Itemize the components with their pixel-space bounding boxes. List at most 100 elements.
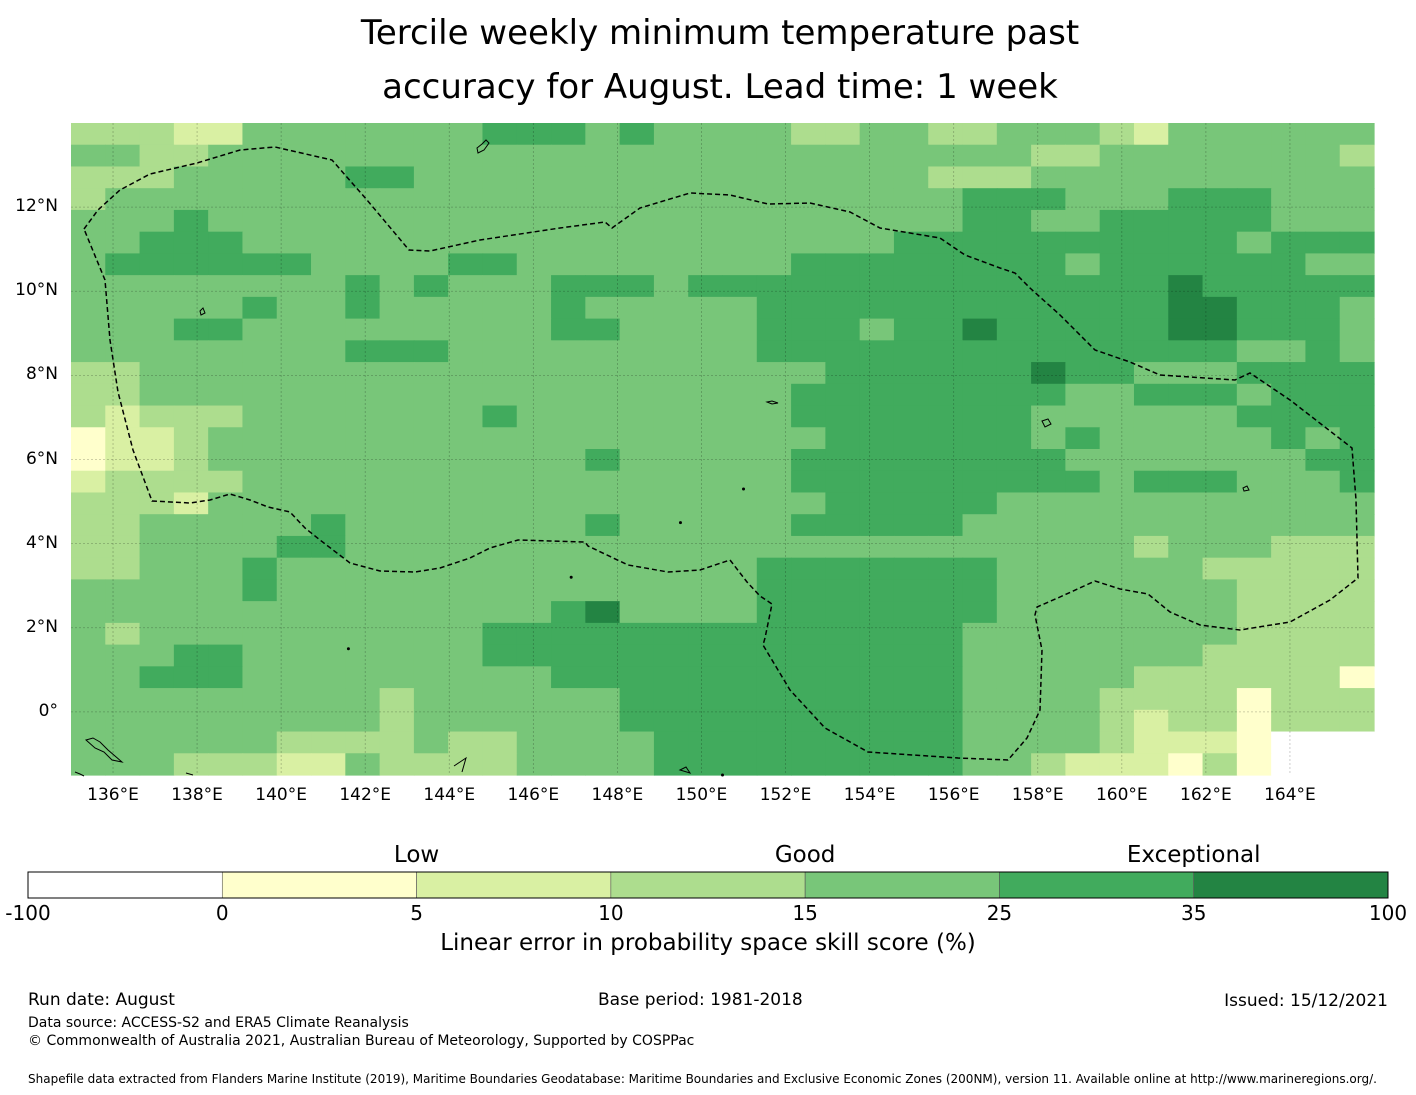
grid-cell	[71, 123, 106, 146]
grid-cell	[71, 514, 106, 537]
grid-cell	[482, 231, 518, 254]
grid-cell	[413, 535, 449, 559]
grid-cell	[1305, 666, 1341, 689]
grid-cell	[208, 296, 244, 320]
grid-cell	[1133, 579, 1169, 602]
grid-cell	[208, 709, 244, 733]
grid-cell	[688, 144, 724, 168]
grid-cell	[825, 449, 861, 472]
grid-cell	[893, 709, 929, 733]
grid-cell	[893, 557, 929, 580]
grid-cell	[276, 144, 312, 168]
grid-cell	[551, 470, 586, 494]
grid-cell	[139, 688, 175, 711]
colorbar-tick-label: 15	[792, 901, 818, 925]
grid-cell	[139, 340, 175, 363]
grid-cell	[1339, 231, 1375, 254]
grid-cell	[448, 383, 484, 407]
grid-cell	[1168, 362, 1204, 385]
grid-cell	[859, 296, 895, 320]
grid-cell	[653, 340, 689, 363]
grid-cell	[242, 535, 278, 559]
grid-cell	[105, 492, 141, 515]
grid-cell	[1133, 514, 1169, 537]
grid-cell	[379, 688, 415, 711]
grid-cell	[825, 557, 861, 580]
y-tick-label: 12°N	[15, 196, 58, 217]
grid-cell	[1305, 470, 1341, 494]
grid-cell	[1236, 731, 1272, 754]
y-tick-label: 6°N	[25, 448, 58, 469]
grid-cell	[345, 296, 381, 320]
grid-cell	[825, 275, 861, 298]
grid-cell	[1236, 753, 1272, 776]
grid-cell	[173, 731, 209, 754]
grid-cell	[962, 340, 998, 363]
grid-cell	[585, 231, 621, 254]
grid-cell	[722, 318, 758, 341]
grid-cell	[448, 296, 484, 320]
grid-cell	[756, 601, 792, 624]
y-tick-label: 0°	[38, 700, 58, 721]
grid-cell	[276, 731, 312, 754]
grid-cell	[1236, 188, 1272, 211]
grid-cell	[1305, 405, 1341, 428]
grid-cell	[311, 709, 346, 733]
grid-cell	[1271, 231, 1307, 254]
grid-cell	[962, 253, 998, 276]
grid-cell	[1202, 514, 1238, 537]
grid-cell	[1236, 362, 1272, 385]
grid-cell	[311, 340, 346, 363]
grid-cell	[448, 449, 484, 472]
grid-cell	[345, 622, 381, 646]
grid-cell	[208, 666, 244, 689]
grid-cell	[1099, 340, 1135, 363]
grid-cell	[825, 427, 861, 450]
grid-cell	[242, 492, 278, 515]
grid-cell	[688, 253, 724, 276]
grid-cell	[379, 318, 415, 341]
grid-cell	[413, 514, 449, 537]
grid-cell	[71, 492, 106, 515]
grid-cell	[1168, 557, 1204, 580]
grid-cell	[1236, 666, 1272, 689]
grid-cell	[619, 427, 655, 450]
grid-cell	[551, 622, 586, 646]
grid-cell	[71, 449, 106, 472]
grid-cell	[1099, 601, 1135, 624]
grid-cell	[551, 731, 586, 754]
grid-cell	[139, 666, 175, 689]
colorbar-segment	[999, 871, 1195, 899]
grid-cell	[619, 405, 655, 428]
grid-cell	[585, 144, 621, 168]
grid-cell	[71, 362, 106, 385]
grid-cell	[448, 579, 484, 602]
grid-cell	[996, 601, 1032, 624]
grid-cell	[756, 449, 792, 472]
grid-cell	[653, 579, 689, 602]
grid-cell	[71, 427, 106, 450]
grid-cell	[688, 579, 724, 602]
grid-cell	[688, 709, 724, 733]
grid-cell	[756, 383, 792, 407]
grid-cell	[1236, 514, 1272, 537]
grid-cell	[1065, 601, 1101, 624]
grid-cell	[1339, 753, 1375, 776]
grid-cell	[208, 166, 244, 189]
grid-cell	[1202, 188, 1238, 211]
grid-cell	[1305, 296, 1341, 320]
grid-cell	[482, 709, 518, 733]
grid-cell	[173, 188, 209, 211]
grid-cell	[208, 731, 244, 754]
grid-cell	[1133, 340, 1169, 363]
data-source: Data source: ACCESS-S2 and ERA5 Climate …	[28, 1015, 409, 1031]
grid-cell	[71, 601, 106, 624]
grid-cell	[756, 405, 792, 428]
grid-cell	[482, 688, 518, 711]
grid-cell	[688, 318, 724, 341]
grid-cell	[585, 123, 621, 146]
grid-cell	[448, 492, 484, 515]
grid-cell	[825, 318, 861, 341]
grid-cell	[1168, 644, 1204, 667]
grid-cell	[1133, 405, 1169, 428]
